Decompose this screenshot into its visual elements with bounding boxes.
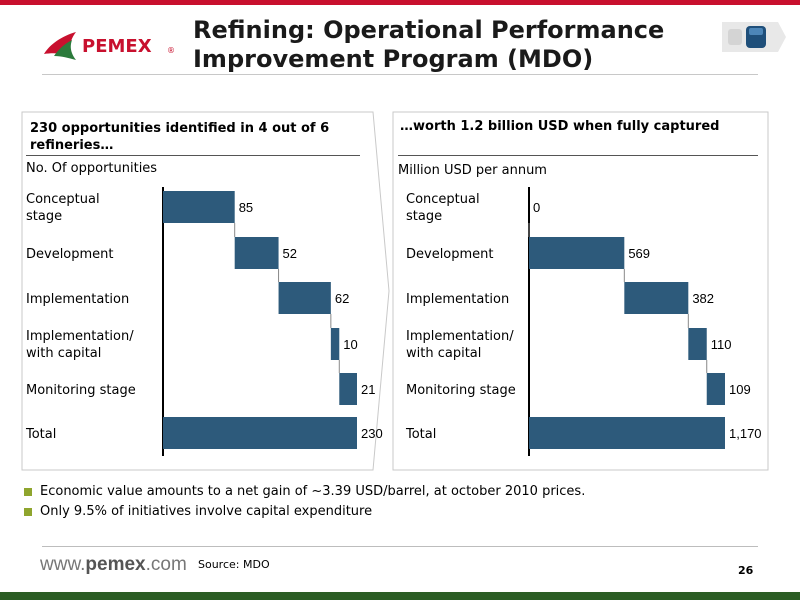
row-label: Implementation [26, 291, 129, 308]
waterfall-bar [234, 237, 279, 269]
right-panel-axis-title: Million USD per annum [398, 163, 547, 178]
bullet-item: Economic value amounts to a net gain of … [24, 482, 585, 502]
waterfall-bar [688, 328, 707, 360]
left-panel-rule [26, 155, 360, 156]
footer-divider [42, 546, 758, 547]
row-label-line: Total [406, 426, 437, 442]
bullet-item: Only 9.5% of initiatives involve capital… [24, 502, 585, 522]
data-label: 109 [729, 382, 751, 397]
row-label-line: Development [26, 246, 114, 262]
data-label: 52 [283, 246, 297, 261]
row-label-line: Total [26, 426, 57, 442]
waterfall-bar [339, 373, 357, 405]
left-panel-axis-title: No. Of opportunities [26, 161, 158, 176]
data-label: 569 [628, 246, 650, 261]
bottom-accent-bar [0, 592, 800, 600]
data-label: 21 [361, 382, 375, 397]
waterfall-bar [330, 328, 340, 360]
waterfall-bar [163, 417, 357, 449]
bullet-square-icon [24, 488, 32, 496]
row-label-line: Implementation [26, 291, 130, 307]
row-label: Development [26, 246, 114, 263]
row-label-line: with capital [406, 346, 482, 361]
data-label: 85 [239, 200, 253, 215]
title-line-2: Improvement Program (MDO) [193, 45, 594, 73]
page-title: Refining: Operational Performance Improv… [193, 16, 664, 74]
row-label: Conceptual stage [26, 191, 100, 225]
row-label-line: Implementation/ [406, 329, 514, 344]
waterfall-bar [278, 282, 331, 314]
logo-wordmark: PEMEX [82, 36, 152, 57]
url-prefix: www. [40, 554, 86, 575]
row-label: Total [406, 426, 436, 443]
right-panel-rule [398, 155, 758, 156]
row-label: Monitoring stage [26, 382, 136, 399]
navigation-arrows-icon[interactable] [720, 20, 788, 54]
row-label: Implementation [406, 291, 509, 308]
row-label: Implementation/with capital [26, 328, 134, 362]
row-label-line: Conceptual [26, 192, 100, 207]
waterfall-bar [624, 282, 689, 314]
data-label: 382 [692, 291, 714, 306]
row-label-line: Development [406, 246, 494, 262]
bullet-text: Economic value amounts to a net gain of … [40, 484, 586, 499]
data-label: 230 [361, 426, 383, 441]
row-label-line: stage [406, 209, 443, 224]
waterfall-bar [706, 373, 725, 405]
row-label-line: Implementation/ [26, 329, 134, 344]
row-label: Conceptual stage [406, 191, 480, 225]
row-label-line: Implementation [406, 291, 510, 307]
bullet-list: Economic value amounts to a net gain of … [24, 482, 585, 522]
title-line-1: Refining: Operational Performance [193, 16, 665, 44]
row-label-line: Monitoring stage [406, 382, 516, 398]
url-suffix: .com [145, 554, 187, 575]
row-label-line: Conceptual [406, 192, 480, 207]
top-accent-bar [0, 0, 800, 5]
waterfall-bar [163, 191, 235, 223]
footer-url[interactable]: www.pemex.com [40, 554, 187, 576]
data-label: 110 [711, 337, 732, 352]
right-panel-heading: …worth 1.2 billion USD when fully captur… [400, 119, 720, 134]
bullet-text: Only 9.5% of initiatives involve capital… [40, 504, 373, 519]
left-panel-heading: 230 opportunities identified in 4 out of… [30, 121, 330, 153]
row-label: Monitoring stage [406, 382, 516, 399]
row-label: Implementation/with capital [406, 328, 514, 362]
page-number: 26 [738, 564, 754, 577]
row-label: Development [406, 246, 494, 263]
waterfall-bar [529, 237, 625, 269]
url-brand: pemex [85, 554, 146, 575]
logo-registered-mark: ® [167, 46, 175, 55]
data-label: 0 [533, 200, 540, 215]
bullet-square-icon [24, 508, 32, 516]
waterfall-bar [529, 417, 725, 449]
source-note: Source: MDO [198, 558, 270, 571]
row-label-line: Monitoring stage [26, 382, 136, 398]
row-label-line: stage [26, 209, 63, 224]
data-label: 62 [335, 291, 349, 306]
row-label: Total [26, 426, 56, 443]
pemex-logo-icon [44, 32, 76, 60]
data-label: 10 [343, 337, 357, 352]
data-label: 1,170 [729, 426, 762, 441]
title-divider [42, 74, 758, 75]
row-label-line: with capital [26, 346, 102, 361]
